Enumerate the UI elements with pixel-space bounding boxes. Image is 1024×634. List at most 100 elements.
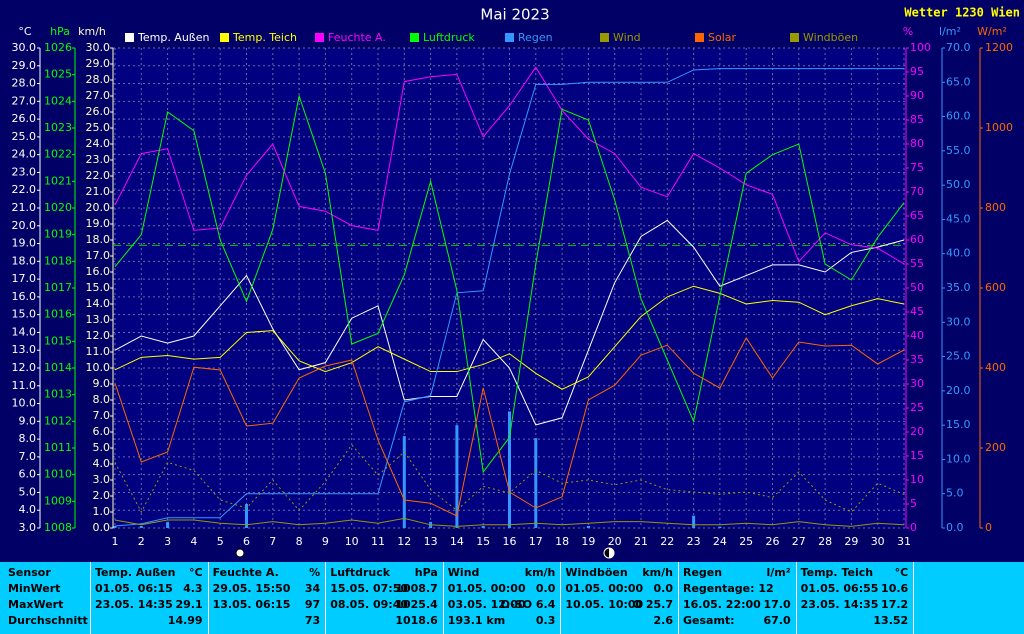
cell-value: 2.6 — [653, 614, 674, 627]
table-column — [444, 562, 562, 634]
x-tick-label: 21 — [634, 535, 648, 548]
y-tick-label: 7.0 — [93, 409, 111, 422]
x-tick-label: 13 — [424, 535, 438, 548]
y-tick-label: 12.0 — [12, 361, 37, 374]
x-tick-label: 9 — [322, 535, 329, 548]
y-tick-label: 1022 — [44, 148, 72, 161]
column-unit: km/h — [642, 566, 673, 579]
x-tick-label: 8 — [296, 535, 303, 548]
x-tick-label: 17 — [529, 535, 543, 548]
y-tick-label: 10.0 — [12, 397, 37, 410]
y-tick-label: 14.0 — [12, 325, 37, 338]
y-tick-label: 1008 — [44, 521, 72, 534]
y-tick-label: 30.0 — [12, 41, 37, 54]
table-column — [679, 562, 797, 634]
series-line — [114, 94, 905, 474]
y-tick-label: 10 — [910, 473, 924, 486]
y-tick-label: 50.0 — [946, 178, 971, 191]
y-tick-label: 55 — [910, 257, 924, 270]
y-tick-label: 1200 — [985, 41, 1013, 54]
legend-swatch — [505, 33, 514, 42]
y-tick-label: 11.0 — [12, 379, 37, 392]
y-tick-label: 19.0 — [12, 237, 37, 250]
x-tick-label: 23 — [687, 535, 701, 548]
x-tick-label: 12 — [397, 535, 411, 548]
y-tick-label: 1026 — [44, 41, 72, 54]
y-tick-label: 75 — [910, 161, 924, 174]
y-tick-label: 800 — [985, 201, 1006, 214]
y-tick-label: 21.0 — [12, 201, 37, 214]
cell-value: 97 — [304, 598, 321, 611]
y-tick-label: 19.0 — [86, 217, 111, 230]
row-label: MinWert — [8, 582, 61, 595]
cell-text: 01.05. 06:15 — [95, 582, 173, 595]
cell-value: 17.0 — [763, 598, 791, 611]
y-tick-label: 27.0 — [12, 94, 37, 107]
row-label: Durchschnitt — [8, 614, 88, 627]
column-title: Temp. Außen — [95, 566, 176, 579]
cell-value: 0.3 — [535, 614, 556, 627]
y-tick-label: 65.0 — [946, 75, 971, 88]
y-tick-label: 29.0 — [86, 57, 111, 70]
cell-value: 0.0 — [535, 582, 556, 595]
y-tick-label: 30 — [910, 377, 924, 390]
cell-text: Gesamt: — [683, 614, 735, 627]
axis-unit: % — [903, 25, 913, 38]
cell-value: 34 — [304, 582, 321, 595]
y-tick-label: 21.0 — [86, 185, 111, 198]
legend-swatch — [790, 33, 799, 42]
y-tick-label: 20 — [910, 425, 924, 438]
rain-bar — [718, 526, 722, 528]
column-unit: l/m² — [766, 566, 791, 579]
y-tick-label: 3.0 — [93, 473, 111, 486]
legend-swatch — [125, 33, 134, 42]
legend-label: Temp. Teich — [232, 31, 297, 44]
y-tick-label: 4.0 — [93, 457, 111, 470]
y-tick-label: 95 — [910, 65, 924, 78]
cell-value: 17.2 — [881, 598, 909, 611]
y-tick-label: 5 — [910, 497, 917, 510]
rain-bar — [534, 438, 538, 528]
table-column — [209, 562, 327, 634]
row-label: MaxWert — [8, 598, 64, 611]
cell-text: 15.05. 07:50 — [330, 582, 409, 595]
y-tick-label: 17.0 — [12, 272, 37, 285]
y-tick-label: 17.0 — [86, 249, 111, 262]
column-title: Wind — [447, 566, 480, 579]
y-tick-label: 26.0 — [12, 112, 37, 125]
y-tick-label: 1025 — [44, 68, 72, 81]
column-unit: °C — [894, 566, 909, 579]
x-tick-label: 29 — [844, 535, 858, 548]
x-tick-label: 16 — [503, 535, 517, 548]
y-tick-label: 8.0 — [93, 393, 111, 406]
y-tick-label: 16.0 — [12, 290, 37, 303]
x-tick-label: 7 — [269, 535, 276, 548]
y-tick-label: 22.0 — [86, 169, 111, 182]
y-tick-label: 7.0 — [19, 450, 37, 463]
y-tick-label: 6.0 — [19, 468, 37, 481]
y-tick-label: 10.0 — [86, 361, 111, 374]
axis-unit: l/m² — [939, 25, 961, 38]
legend-label: Luftdruck — [423, 31, 475, 44]
y-tick-label: 11.0 — [86, 345, 111, 358]
x-tick-label: 3 — [164, 535, 171, 548]
axis-unit: km/h — [78, 25, 106, 38]
y-tick-label: 26.0 — [86, 105, 111, 118]
rain-bar — [139, 525, 143, 528]
y-tick-label: 20.0 — [86, 201, 111, 214]
cell-value: 1008.7 — [395, 582, 438, 595]
column-unit: km/h — [524, 566, 556, 579]
y-tick-label: 90 — [910, 89, 924, 102]
y-tick-label: 13.0 — [86, 313, 111, 326]
y-tick-label: 40 — [910, 329, 924, 342]
y-tick-label: 5.0 — [19, 485, 37, 498]
y-tick-label: 1015 — [44, 334, 72, 347]
x-tick-label: 20 — [608, 535, 622, 548]
y-tick-label: 0.0 — [93, 521, 111, 534]
y-tick-label: 5.0 — [946, 487, 964, 500]
cell-value: 4.3 — [183, 582, 203, 595]
cell-text: Regentage: 12 — [683, 582, 774, 595]
x-tick-label: 26 — [766, 535, 780, 548]
y-tick-label: 60 — [910, 233, 924, 246]
y-tick-label: 50 — [910, 281, 924, 294]
